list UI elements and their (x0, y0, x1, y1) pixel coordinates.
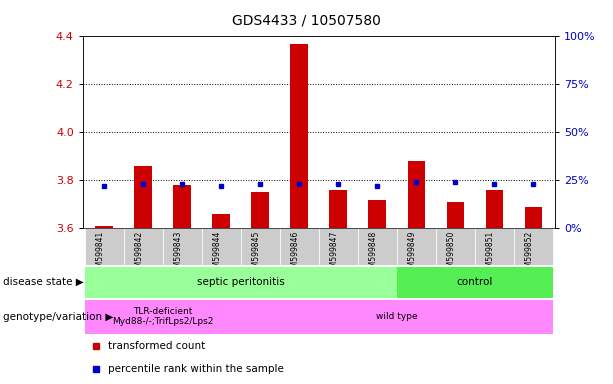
Text: GSM599844: GSM599844 (212, 230, 221, 277)
Bar (330, 190, 347, 228)
Text: GSM599843: GSM599843 (173, 230, 182, 277)
Text: GSM599850: GSM599850 (446, 230, 455, 277)
Bar (251, 192, 269, 228)
Bar (368, 200, 386, 228)
Bar (213, 214, 230, 228)
Bar (397, 267, 553, 298)
Text: GSM599846: GSM599846 (290, 230, 299, 277)
Text: GSM599851: GSM599851 (485, 230, 494, 276)
Text: wild type: wild type (376, 312, 417, 321)
Bar (475, 228, 514, 265)
Bar (436, 228, 475, 265)
Text: GSM599852: GSM599852 (524, 230, 533, 276)
Bar (319, 228, 358, 265)
Bar (280, 228, 319, 265)
Bar (397, 228, 436, 265)
Text: septic peritonitis: septic peritonitis (197, 277, 284, 287)
Bar (291, 44, 308, 228)
Bar (96, 226, 113, 228)
Bar (525, 207, 542, 228)
Bar (408, 161, 425, 228)
Text: GDS4433 / 10507580: GDS4433 / 10507580 (232, 13, 381, 27)
Text: GSM599847: GSM599847 (329, 230, 338, 277)
Bar (134, 166, 152, 228)
Bar (85, 228, 124, 265)
Text: GSM599842: GSM599842 (134, 230, 143, 276)
Bar (173, 185, 191, 228)
Text: control: control (457, 277, 493, 287)
Text: TLR-deficient
Myd88-/-;TrifLps2/Lps2: TLR-deficient Myd88-/-;TrifLps2/Lps2 (112, 307, 213, 326)
Text: disease state ▶: disease state ▶ (3, 277, 84, 287)
Bar (124, 228, 162, 265)
Text: transformed count: transformed count (108, 341, 205, 351)
Text: GSM599845: GSM599845 (251, 230, 261, 277)
Bar (446, 202, 464, 228)
Bar (241, 228, 280, 265)
Bar (358, 228, 397, 265)
Text: genotype/variation ▶: genotype/variation ▶ (3, 312, 113, 322)
Bar (241, 300, 553, 334)
Bar (162, 228, 202, 265)
Bar (202, 228, 241, 265)
Text: percentile rank within the sample: percentile rank within the sample (108, 364, 284, 374)
Bar (85, 300, 241, 334)
Text: GSM599841: GSM599841 (95, 230, 104, 276)
Text: GSM599848: GSM599848 (368, 230, 377, 276)
Text: GSM599849: GSM599849 (407, 230, 416, 277)
Bar (514, 228, 553, 265)
Bar (485, 190, 503, 228)
Bar (85, 267, 397, 298)
